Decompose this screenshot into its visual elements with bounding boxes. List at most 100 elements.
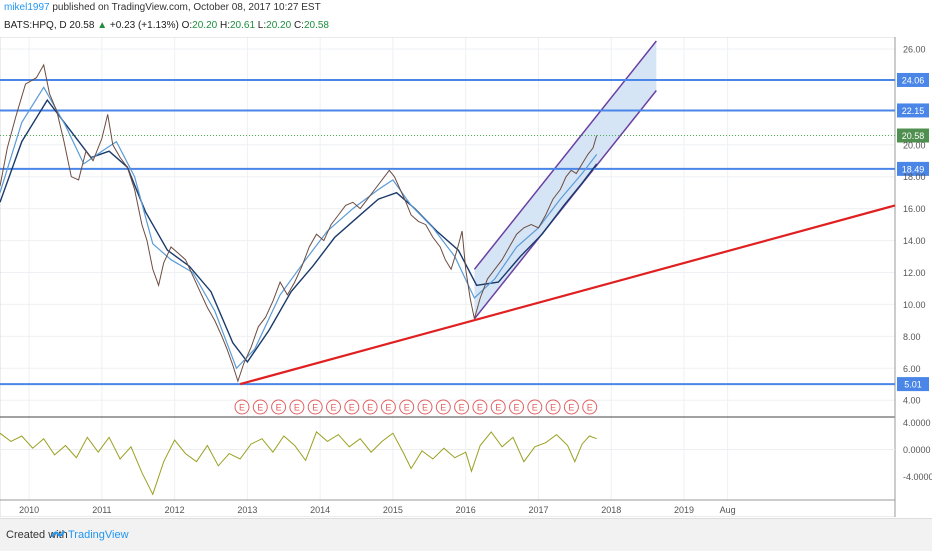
earnings-marker-label: E: [330, 403, 336, 413]
tradingview-link[interactable]: TradingView: [68, 529, 129, 541]
earnings-marker: [399, 399, 415, 415]
time-tick-label: 2016: [456, 505, 476, 515]
price-tick-label: 4.00: [903, 396, 921, 406]
earnings-marker-label: E: [440, 403, 446, 413]
oscillator-pane: [0, 431, 895, 496]
earnings-marker-label: E: [385, 403, 391, 413]
earnings-marker: [545, 399, 561, 415]
last-price-label: 20.58: [902, 131, 925, 141]
footer-bar: Created with TradingView: [0, 518, 932, 551]
open-value: 20.20: [192, 20, 218, 31]
earnings-marker-label: E: [568, 403, 574, 413]
earnings-marker-label: E: [513, 403, 519, 413]
horizontal-levels[interactable]: 24.06 22.15 18.49 5.01 20.58: [0, 72, 929, 392]
time-tick-label: 2014: [310, 505, 330, 515]
publish-info: mikel1997 published on TradingView.com, …: [4, 2, 321, 14]
close-label: C:: [293, 20, 304, 31]
time-axis[interactable]: 2010 2011 2012 2013 2014 2015 2016 2017 2018 2019…: [19, 505, 736, 515]
oscillator-line: [0, 431, 597, 496]
earnings-marker: [490, 399, 506, 415]
earnings-marker-label: E: [349, 403, 355, 413]
earnings-marker-label: E: [276, 403, 282, 413]
price-tick-label: 14.00: [903, 236, 926, 246]
level-label: 22.15: [902, 106, 925, 116]
fast-moving-average: [0, 86, 598, 370]
time-tick-label: 2015: [383, 505, 403, 515]
earnings-marker: [271, 399, 287, 415]
low-value: 20.20: [266, 20, 292, 31]
level-label: 5.01: [904, 380, 922, 390]
time-tick-label: 2012: [165, 505, 185, 515]
price-tick-label: 16.00: [903, 204, 926, 214]
price-series: [0, 63, 598, 383]
author-link[interactable]: mikel1997: [4, 2, 50, 13]
price-tick-label: 20.00: [903, 140, 926, 150]
earnings-marker: [344, 399, 360, 415]
last-price: 20.58: [69, 20, 95, 31]
earnings-marker: [435, 399, 451, 415]
time-tick-label: 2019: [674, 505, 694, 515]
price-tick-label: 10.00: [903, 300, 926, 310]
earnings-marker: [307, 399, 323, 415]
publish-text: published on TradingView.com, October 08…: [52, 2, 321, 13]
price-tick-label: 8.00: [903, 332, 921, 342]
earnings-marker-label: E: [495, 403, 501, 413]
low-label: L:: [257, 20, 267, 31]
change-arrow-icon: ▲: [97, 20, 108, 31]
earnings-marker-label: E: [294, 403, 300, 413]
level-label: 18.49: [902, 164, 925, 174]
earnings-marker: [509, 399, 524, 415]
time-tick-label: 2011: [92, 505, 111, 515]
earnings-marker: [472, 399, 488, 415]
price-tick-label: 12.00: [903, 268, 926, 278]
price-tick-label: 6.00: [903, 364, 921, 374]
earnings-marker-label: E: [477, 403, 483, 413]
osc-tick-label: -4.0000: [903, 472, 932, 482]
earnings-marker: [326, 399, 341, 415]
time-tick-label: 2010: [19, 505, 39, 515]
support-trendline[interactable]: [239, 204, 896, 386]
earnings-marker-label: E: [587, 403, 593, 413]
price-axis[interactable]: 26.00 20.00 18.00 16.00 14.00 12.00 10.00 8.00 6…: [903, 44, 932, 482]
earnings-marker-label: E: [404, 403, 410, 413]
time-tick-label: 2017: [528, 505, 548, 515]
price-tick-label: 26.00: [903, 44, 926, 54]
tradingview-logo-icon: [51, 530, 65, 538]
price-line: [0, 63, 598, 383]
earnings-marker: [527, 399, 543, 415]
earnings-marker: [252, 399, 268, 415]
time-tick-label: 2013: [237, 505, 257, 515]
close-value: 20.58: [303, 20, 329, 31]
earnings-marker: [454, 399, 470, 415]
earnings-marker-label: E: [422, 403, 428, 413]
earnings-marker-label: E: [459, 403, 465, 413]
level-label: 24.06: [902, 75, 925, 85]
chart-grid: [0, 37, 895, 500]
time-tick-label: Aug: [720, 505, 736, 515]
earnings-marker-label: E: [239, 403, 245, 413]
earnings-marker-label: E: [532, 403, 538, 413]
price-chart[interactable]: 24.06 22.15 18.49 5.01 20.58 E E E E E E E E E E E E E E E…: [0, 37, 932, 517]
level-label-box: [897, 161, 929, 176]
open-label: O:: [181, 20, 193, 31]
earnings-marker-label: E: [367, 403, 373, 413]
slow-moving-average: [0, 98, 598, 364]
chart-border: [0, 37, 896, 517]
earnings-marker-label: E: [257, 403, 263, 413]
level-label-box: [897, 103, 929, 118]
time-tick-label: 2018: [601, 505, 621, 515]
created-with-text: Created with: [6, 529, 68, 541]
high-label: H:: [219, 20, 230, 31]
level-label-box: [897, 377, 929, 392]
earnings-marker-label: E: [312, 403, 318, 413]
level-label-box: [897, 72, 929, 87]
symbol-name: BATS:HPQ, D: [4, 20, 67, 31]
earnings-marker: [563, 399, 579, 415]
price-tick-label: 18.00: [903, 172, 926, 182]
earnings-marker: [289, 399, 305, 415]
earnings-marker: [234, 399, 250, 415]
earnings-marker: [362, 399, 378, 415]
price-change: +0.23 (+1.13%): [109, 20, 179, 31]
high-value: 20.61: [229, 20, 256, 31]
